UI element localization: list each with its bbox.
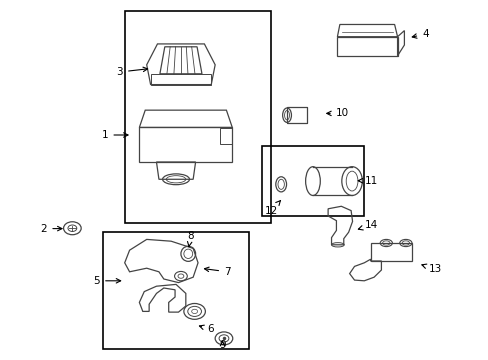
- Bar: [261, 146, 364, 216]
- Text: 4: 4: [411, 29, 428, 39]
- Text: 9: 9: [219, 340, 225, 350]
- Text: 13: 13: [421, 264, 441, 274]
- Text: 6: 6: [199, 324, 213, 334]
- Text: 11: 11: [358, 176, 378, 186]
- Bar: [370, 243, 411, 261]
- Text: 1: 1: [102, 130, 128, 140]
- Text: 8: 8: [187, 231, 194, 247]
- Text: 10: 10: [326, 108, 348, 118]
- Text: 2: 2: [41, 224, 62, 234]
- Bar: [124, 11, 271, 223]
- Text: 3: 3: [116, 67, 147, 77]
- Bar: [286, 107, 306, 123]
- Text: 14: 14: [358, 220, 378, 230]
- Text: 5: 5: [93, 276, 121, 286]
- Text: 12: 12: [264, 201, 280, 216]
- Bar: [220, 128, 232, 144]
- Bar: [102, 232, 249, 349]
- Text: 7: 7: [204, 267, 230, 277]
